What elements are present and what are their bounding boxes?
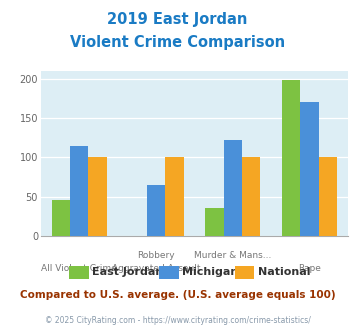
Bar bbox=[300, 102, 319, 236]
Text: National: National bbox=[258, 267, 310, 277]
Text: Robbery: Robbery bbox=[137, 251, 175, 260]
Bar bbox=[165, 157, 184, 236]
Bar bbox=[147, 185, 165, 236]
Bar bbox=[70, 146, 88, 236]
Bar bbox=[51, 200, 70, 236]
Text: All Violent Crime: All Violent Crime bbox=[41, 264, 117, 273]
Text: Compared to U.S. average. (U.S. average equals 100): Compared to U.S. average. (U.S. average … bbox=[20, 290, 335, 300]
Text: Michigan: Michigan bbox=[182, 267, 239, 277]
Bar bbox=[282, 81, 300, 236]
Bar bbox=[242, 157, 260, 236]
Bar bbox=[88, 157, 107, 236]
Text: Murder & Mans...: Murder & Mans... bbox=[194, 251, 272, 260]
Text: © 2025 CityRating.com - https://www.cityrating.com/crime-statistics/: © 2025 CityRating.com - https://www.city… bbox=[45, 316, 310, 325]
Text: 2019 East Jordan: 2019 East Jordan bbox=[107, 12, 248, 26]
Text: Violent Crime Comparison: Violent Crime Comparison bbox=[70, 35, 285, 50]
Bar bbox=[205, 209, 224, 236]
Text: East Jordan: East Jordan bbox=[92, 267, 164, 277]
Text: Aggravated Assault: Aggravated Assault bbox=[112, 264, 200, 273]
Text: Rape: Rape bbox=[298, 264, 321, 273]
Bar bbox=[319, 157, 337, 236]
Bar bbox=[224, 140, 242, 236]
